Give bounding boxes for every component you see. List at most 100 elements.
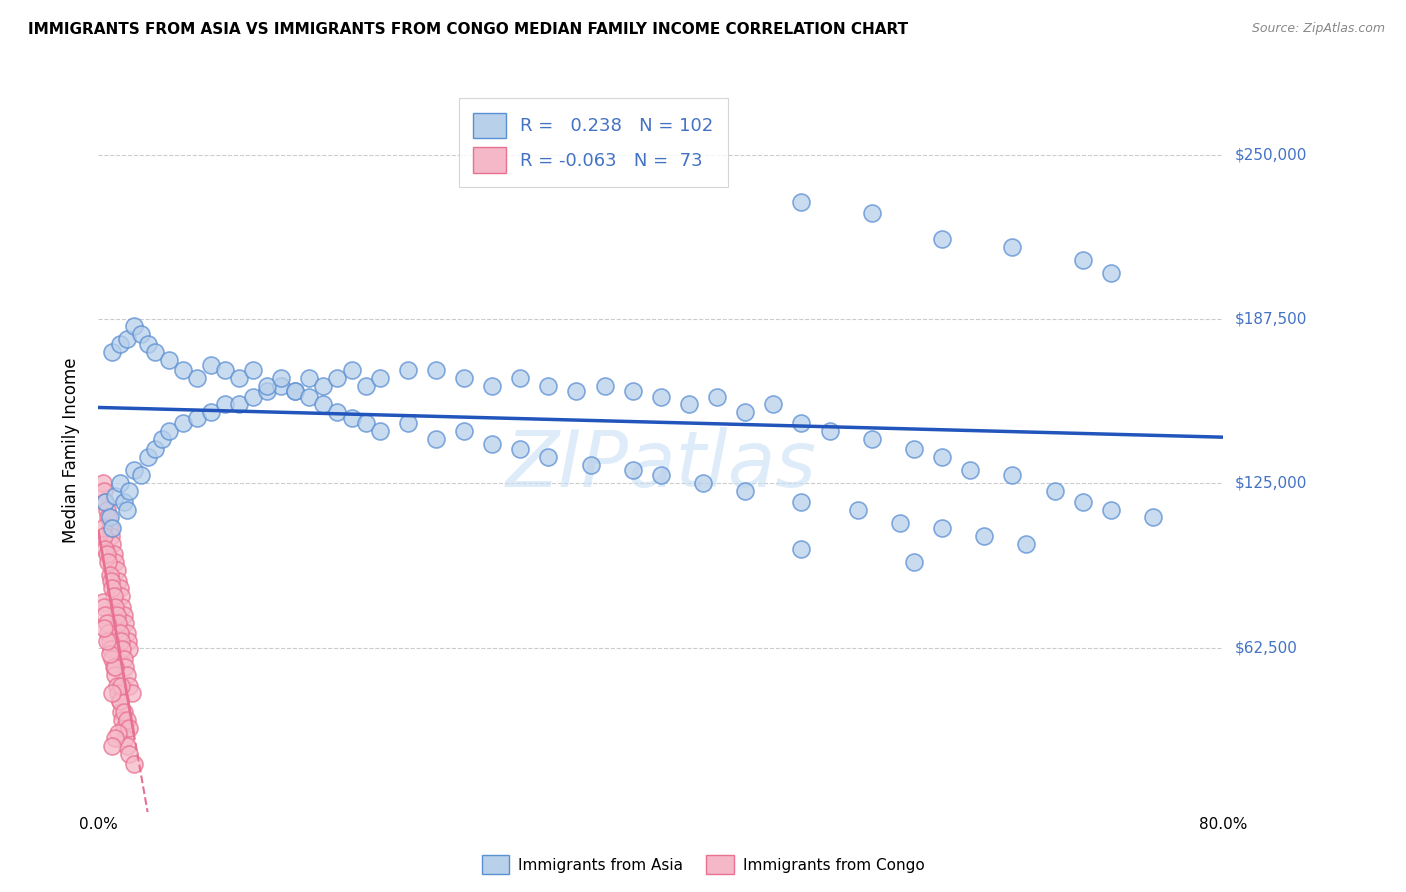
Point — [1001, 468, 1024, 483]
Point — [118, 641, 141, 656]
Point — [537, 450, 560, 464]
Point — [96, 615, 118, 630]
Point — [256, 384, 278, 399]
Point — [1015, 537, 1038, 551]
Point — [115, 668, 138, 682]
Point — [104, 660, 127, 674]
Point — [94, 494, 117, 508]
Point — [931, 450, 953, 464]
Point — [762, 397, 785, 411]
Point — [118, 484, 141, 499]
Point — [98, 647, 121, 661]
Text: $250,000: $250,000 — [1234, 147, 1306, 162]
Point — [101, 345, 124, 359]
Point — [108, 476, 131, 491]
Point — [98, 521, 121, 535]
Point — [593, 379, 616, 393]
Point — [108, 694, 131, 708]
Point — [91, 476, 114, 491]
Point — [122, 463, 145, 477]
Point — [105, 607, 128, 622]
Point — [118, 679, 141, 693]
Text: IMMIGRANTS FROM ASIA VS IMMIGRANTS FROM CONGO MEDIAN FAMILY INCOME CORRELATION C: IMMIGRANTS FROM ASIA VS IMMIGRANTS FROM … — [28, 22, 908, 37]
Text: ZIPatlas: ZIPatlas — [505, 427, 817, 503]
Point — [312, 397, 335, 411]
Point — [105, 679, 128, 693]
Point — [284, 384, 307, 399]
Point — [96, 502, 118, 516]
Point — [97, 626, 120, 640]
Point — [114, 615, 136, 630]
Point — [537, 379, 560, 393]
Point — [326, 405, 349, 419]
Point — [93, 599, 115, 614]
Point — [973, 529, 995, 543]
Point — [114, 660, 136, 674]
Point — [112, 652, 135, 666]
Point — [111, 713, 134, 727]
Point — [860, 432, 883, 446]
Point — [509, 442, 531, 457]
Point — [284, 384, 307, 399]
Point — [107, 726, 129, 740]
Point — [118, 747, 141, 761]
Point — [105, 563, 128, 577]
Point — [97, 555, 120, 569]
Point — [115, 502, 138, 516]
Point — [103, 547, 125, 561]
Point — [121, 686, 143, 700]
Point — [354, 379, 377, 393]
Point — [312, 379, 335, 393]
Point — [129, 326, 152, 341]
Point — [931, 232, 953, 246]
Point — [650, 390, 672, 404]
Point — [108, 694, 131, 708]
Point — [97, 510, 120, 524]
Point — [860, 205, 883, 219]
Point — [94, 494, 117, 508]
Point — [1071, 252, 1094, 267]
Point — [110, 589, 132, 603]
Point — [96, 634, 118, 648]
Point — [104, 599, 127, 614]
Point — [228, 371, 250, 385]
Point — [112, 494, 135, 508]
Point — [1099, 266, 1122, 280]
Point — [242, 390, 264, 404]
Point — [110, 634, 132, 648]
Point — [108, 582, 131, 596]
Point — [101, 582, 124, 596]
Point — [104, 490, 127, 504]
Point — [214, 397, 236, 411]
Point — [509, 371, 531, 385]
Point — [150, 432, 173, 446]
Point — [579, 458, 602, 472]
Point — [326, 371, 349, 385]
Text: Source: ZipAtlas.com: Source: ZipAtlas.com — [1251, 22, 1385, 36]
Point — [101, 537, 124, 551]
Point — [818, 424, 841, 438]
Point — [734, 484, 756, 499]
Point — [200, 358, 222, 372]
Point — [340, 410, 363, 425]
Legend: Immigrants from Asia, Immigrants from Congo: Immigrants from Asia, Immigrants from Co… — [475, 849, 931, 880]
Point — [100, 641, 122, 656]
Point — [959, 463, 981, 477]
Point — [115, 739, 138, 753]
Point — [1071, 494, 1094, 508]
Point — [94, 541, 117, 556]
Point — [91, 521, 114, 535]
Point — [565, 384, 588, 399]
Point — [98, 568, 121, 582]
Point — [692, 476, 714, 491]
Point — [256, 379, 278, 393]
Point — [889, 516, 911, 530]
Point — [100, 574, 122, 588]
Point — [104, 731, 127, 746]
Point — [1001, 240, 1024, 254]
Point — [93, 621, 115, 635]
Point — [143, 442, 166, 457]
Point — [903, 442, 925, 457]
Point — [157, 352, 180, 367]
Point — [354, 416, 377, 430]
